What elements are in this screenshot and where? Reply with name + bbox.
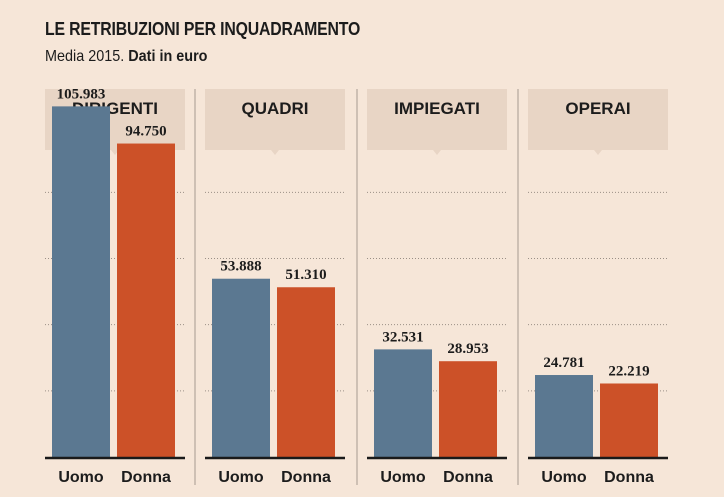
category-label-donna: Donna (281, 469, 331, 486)
data-label: 28.953 (447, 341, 488, 357)
chart-subtitle: Media 2015. Dati in euro (45, 48, 207, 66)
data-label: 53.888 (220, 259, 261, 275)
bar-uomo (52, 106, 110, 457)
subtitle-bold: Dati in euro (128, 48, 208, 65)
subtitle-plain: Media 2015. (45, 48, 125, 65)
bar-uomo (535, 375, 593, 457)
data-label: 32.531 (382, 329, 423, 345)
panel-title: IMPIEGATI (394, 99, 480, 118)
data-label: 22.219 (608, 363, 649, 379)
bar-uomo (374, 349, 432, 457)
bar-donna (117, 143, 175, 458)
panel-header-pointer (433, 150, 441, 155)
bar-donna (439, 361, 497, 457)
panel-header-pointer (594, 150, 602, 155)
bar-uomo (212, 278, 270, 457)
panel-title: QUADRI (241, 99, 308, 118)
panel-title: OPERAI (565, 99, 630, 118)
panel-header-box (367, 89, 507, 150)
panel-header-box (528, 89, 668, 150)
category-label-uomo: Uomo (218, 469, 264, 486)
data-label: 105.983 (57, 86, 106, 102)
data-label: 94.750 (125, 124, 166, 140)
category-label-donna: Donna (604, 469, 654, 486)
data-label: 24.781 (543, 355, 584, 371)
category-label-donna: Donna (443, 469, 493, 486)
data-label: 51.310 (285, 267, 326, 283)
category-label-uomo: Uomo (541, 469, 587, 486)
panel-header-box (205, 89, 345, 150)
bar-donna (277, 287, 335, 457)
bar-donna (600, 383, 658, 457)
chart-title: LE RETRIBUZIONI PER INQUADRAMENTO (45, 19, 361, 39)
category-label-donna: Donna (121, 469, 171, 486)
panel-header-pointer (271, 150, 279, 155)
category-label-uomo: Uomo (380, 469, 426, 486)
category-label-uomo: Uomo (58, 469, 104, 486)
